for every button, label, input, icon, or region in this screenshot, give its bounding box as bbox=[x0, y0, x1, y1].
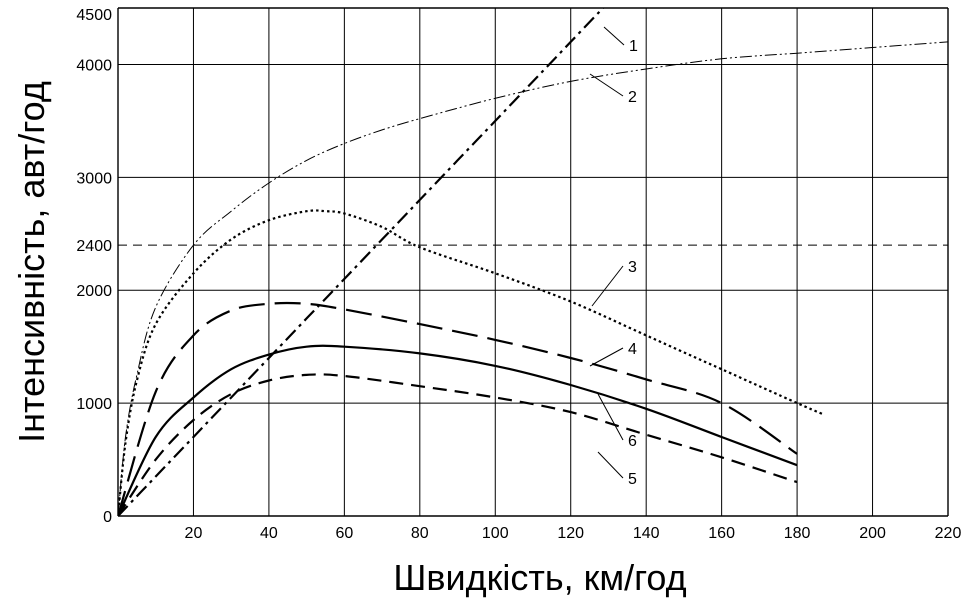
leader-line-4 bbox=[589, 347, 624, 367]
tick-labels: 20 40 60 80 100 120 140 160 180 200 22001000200024… bbox=[76, 7, 961, 542]
y-tick-label: 2400 bbox=[76, 238, 112, 255]
x-tick-label: 140 bbox=[633, 525, 660, 542]
series-group bbox=[118, 8, 948, 516]
curve-label-1: 1 bbox=[629, 38, 638, 55]
x-tick-label: 120 bbox=[557, 525, 584, 542]
label-leaders bbox=[589, 26, 625, 479]
curve-label-6: 6 bbox=[628, 433, 637, 450]
x-tick-label: 160 bbox=[708, 525, 735, 542]
series-line-2 bbox=[118, 41, 948, 516]
leader-line-3 bbox=[591, 265, 624, 307]
y-tick-label: 4000 bbox=[76, 57, 112, 74]
curve-label-4: 4 bbox=[628, 341, 637, 358]
curve-labels: 1 2 3 4 5 6 bbox=[628, 38, 638, 488]
x-tick-label: 220 bbox=[935, 525, 962, 542]
x-tick-label: 80 bbox=[411, 525, 429, 542]
series-line-5 bbox=[118, 373, 798, 516]
series-line-6 bbox=[118, 344, 798, 516]
x-tick-label: 100 bbox=[482, 525, 509, 542]
leader-line-1 bbox=[603, 26, 625, 46]
x-axis-label: Швидкість, км/год bbox=[393, 557, 686, 598]
x-tick-label: 180 bbox=[784, 525, 811, 542]
curve-label-5: 5 bbox=[628, 471, 637, 488]
leader-line-6 bbox=[597, 393, 624, 441]
series-line-4 bbox=[118, 301, 798, 516]
y-axis-label: Інтенсивність, авт/год bbox=[11, 81, 52, 443]
grid bbox=[117, 7, 949, 517]
curve-label-2: 2 bbox=[628, 89, 637, 106]
series-line-3 bbox=[118, 209, 824, 516]
curve-label-3: 3 bbox=[628, 259, 637, 276]
y-tick-label: 2000 bbox=[76, 283, 112, 300]
y-tick-label: 4500 bbox=[76, 7, 112, 24]
series-line-1 bbox=[118, 8, 605, 516]
x-tick-label: 200 bbox=[859, 525, 886, 542]
x-tick-label: 60 bbox=[335, 525, 353, 542]
y-tick-label: 1000 bbox=[76, 396, 112, 413]
x-tick-label: 20 bbox=[185, 525, 203, 542]
y-tick-label: 3000 bbox=[76, 170, 112, 187]
y-tick-label: 0 bbox=[103, 509, 112, 526]
leader-line-2 bbox=[589, 73, 624, 97]
leader-line-5 bbox=[597, 451, 624, 479]
x-tick-label: 40 bbox=[260, 525, 278, 542]
